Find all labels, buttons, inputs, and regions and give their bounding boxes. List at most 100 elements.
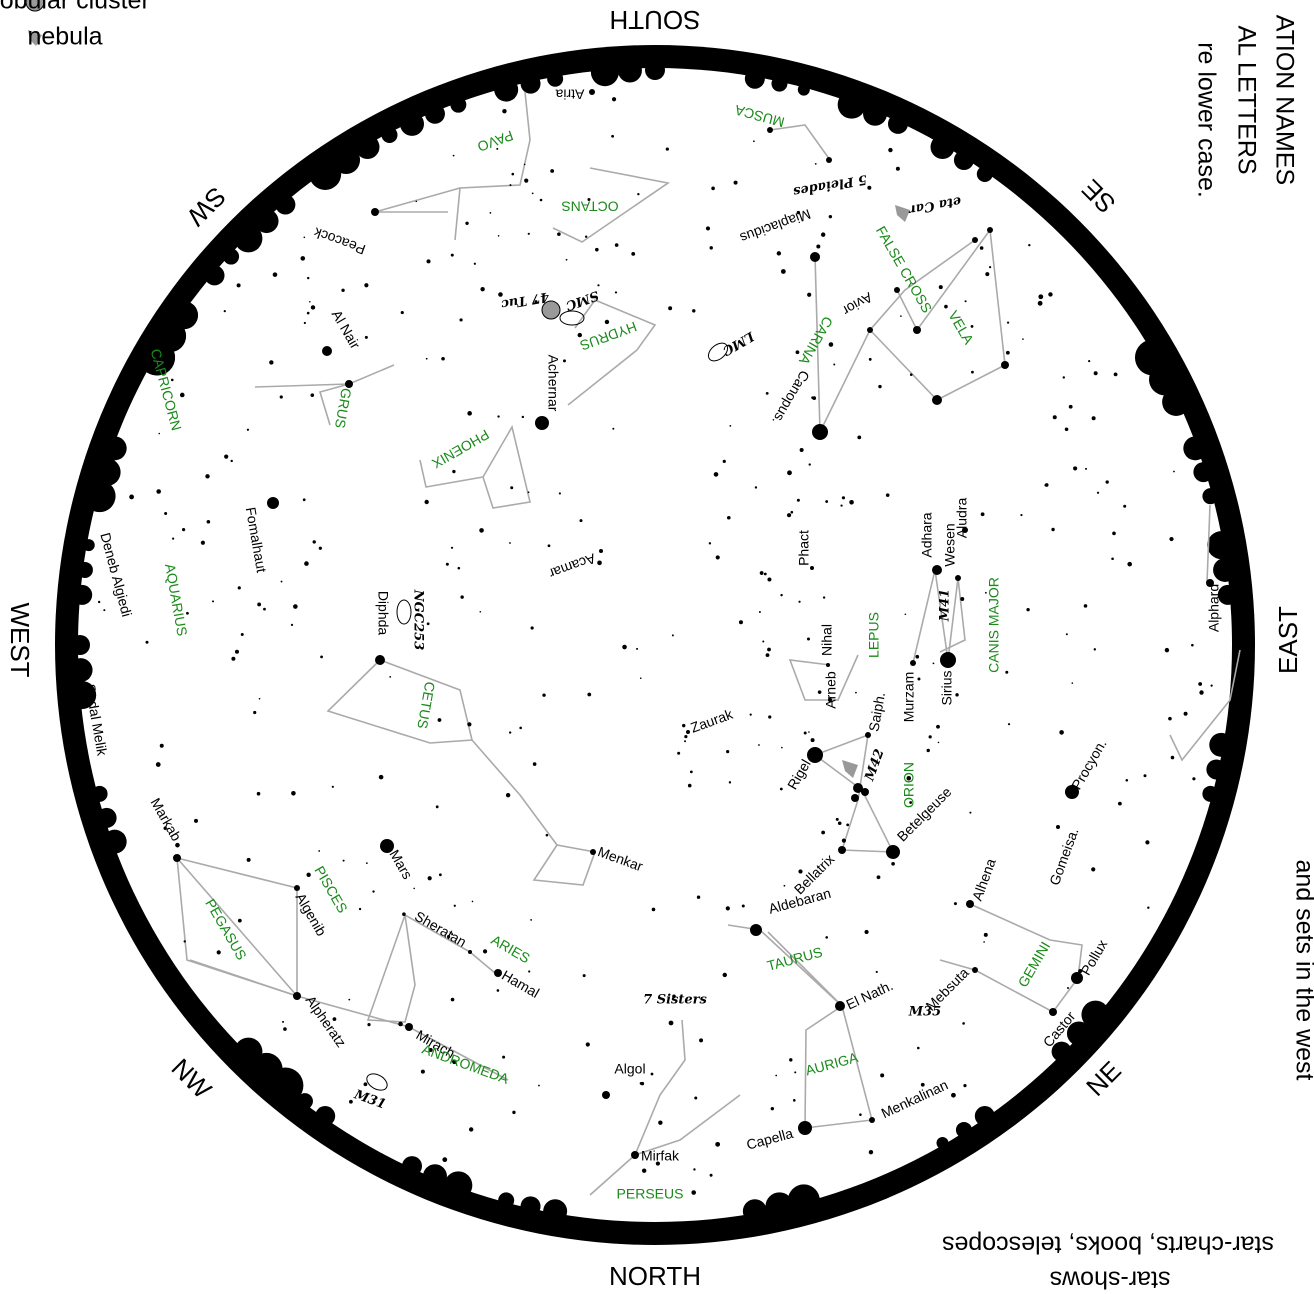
faint-star <box>532 762 537 766</box>
star <box>861 788 869 796</box>
star-label: Atria <box>555 86 584 102</box>
constellation-label: OCTANS <box>561 198 618 214</box>
star <box>468 950 472 954</box>
faint-star <box>183 940 186 943</box>
faint-star <box>565 258 568 261</box>
tree <box>1149 363 1182 396</box>
faint-star <box>611 97 617 102</box>
faint-star <box>1117 801 1122 806</box>
faint-star <box>306 311 310 315</box>
constellation-line <box>912 569 966 664</box>
legend-globular-icon <box>25 0 45 12</box>
tree <box>332 146 361 175</box>
star <box>987 227 993 233</box>
constellation-line <box>589 1154 636 1196</box>
faint-star <box>97 600 101 604</box>
faint-star <box>230 459 233 463</box>
star <box>1056 825 1060 829</box>
faint-star <box>849 499 854 505</box>
faint-star <box>1096 491 1100 494</box>
star-label: Diphda <box>375 591 391 636</box>
star <box>966 900 974 908</box>
faint-star <box>722 972 727 978</box>
star <box>322 346 332 356</box>
faint-star <box>258 697 261 700</box>
faint-star <box>200 540 205 545</box>
faint-star <box>803 731 807 735</box>
tree <box>617 58 642 83</box>
tree <box>82 539 95 552</box>
nebula <box>895 205 910 222</box>
faint-star <box>1066 986 1069 989</box>
faint-star <box>438 873 442 877</box>
faint-star <box>753 140 755 143</box>
tree <box>422 1164 447 1189</box>
faint-star <box>451 933 454 936</box>
constellation-line <box>419 424 531 509</box>
faint-star <box>310 393 315 397</box>
faint-star <box>841 496 846 500</box>
faint-star <box>687 783 692 788</box>
faint-star <box>1085 467 1088 470</box>
faint-star <box>304 561 309 566</box>
tree <box>1206 759 1227 780</box>
faint-star <box>450 997 455 1002</box>
tree <box>932 137 953 158</box>
faint-star <box>795 350 800 355</box>
faint-star <box>460 595 464 599</box>
faint-star <box>237 918 242 923</box>
constellation-line <box>769 124 831 161</box>
faint-star <box>964 300 967 303</box>
faint-star <box>840 504 843 507</box>
faint-star <box>402 912 406 917</box>
faint-star <box>524 178 529 183</box>
tree <box>1209 732 1234 757</box>
faint-star <box>509 184 512 187</box>
faint-star <box>749 713 752 716</box>
star <box>798 1121 812 1135</box>
faint-star <box>542 693 546 697</box>
faint-star <box>415 200 418 203</box>
tree <box>1202 785 1219 802</box>
faint-star <box>372 890 375 893</box>
tree <box>450 96 467 113</box>
tree <box>85 482 114 511</box>
faint-star <box>938 285 943 290</box>
faint-star <box>1105 480 1109 484</box>
faint-star <box>792 1099 796 1102</box>
faint-star <box>400 310 404 315</box>
faint-star <box>691 1190 697 1195</box>
faint-star <box>1068 404 1073 409</box>
faint-star <box>427 876 432 881</box>
star <box>940 652 956 668</box>
faint-star <box>480 286 485 292</box>
faint-star <box>775 1074 778 1077</box>
star <box>405 1023 413 1031</box>
faint-star <box>318 546 322 550</box>
faint-star <box>465 221 469 226</box>
faint-star <box>789 1058 793 1062</box>
faint-star <box>158 432 161 435</box>
faint-star <box>614 291 618 294</box>
faint-star <box>1192 777 1196 781</box>
faint-star <box>175 842 180 848</box>
faint-star <box>453 904 456 907</box>
tree <box>424 103 445 124</box>
faint-star <box>867 185 872 190</box>
star <box>812 424 828 440</box>
margin-text: re lower case. <box>1192 42 1220 198</box>
faint-star <box>205 474 210 479</box>
faint-star <box>932 662 935 665</box>
margin-text: star-shows <box>1050 1265 1171 1293</box>
tree <box>839 92 864 117</box>
faint-star <box>378 774 384 780</box>
star <box>910 660 916 666</box>
faint-star <box>709 246 713 250</box>
faint-star <box>822 596 826 599</box>
faint-star <box>442 1157 448 1163</box>
tree <box>355 135 380 160</box>
faint-star <box>668 1020 674 1026</box>
faint-star <box>754 486 758 489</box>
faint-star <box>765 653 770 658</box>
